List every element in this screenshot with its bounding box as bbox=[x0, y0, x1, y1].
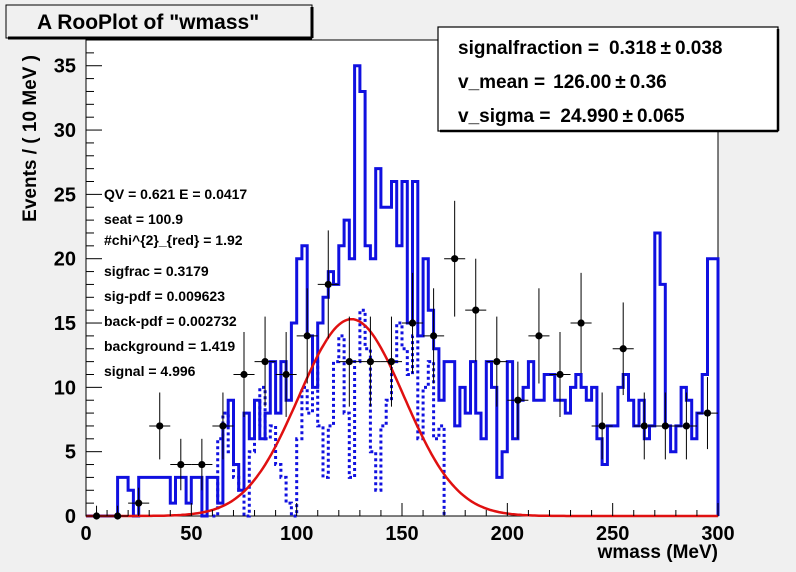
annotation-background: background = 1.419 bbox=[104, 338, 235, 354]
data-point bbox=[317, 230, 339, 339]
x-tick-label: 300 bbox=[701, 523, 734, 545]
annotation-sig-pdf: sig-pdf = 0.009623 bbox=[104, 288, 225, 304]
data-point bbox=[107, 505, 129, 520]
y-axis-title: Events / ( 10 MeV ) bbox=[20, 55, 41, 222]
y-tick-label: 25 bbox=[54, 184, 76, 206]
annotation-sigfrac: sigfrac = 0.3179 bbox=[104, 263, 209, 279]
annotation-back-pdf: back-pdf = 0.002732 bbox=[104, 313, 237, 329]
y-tick-label: 35 bbox=[54, 56, 76, 78]
annotation-qv: QV = 0.621 E = 0.0417 bbox=[104, 186, 247, 202]
stat-row-v-mean: v_mean = 126.00 ±0.36 bbox=[458, 72, 667, 93]
data-point bbox=[423, 288, 445, 384]
data-point bbox=[444, 200, 466, 317]
data-point bbox=[696, 377, 718, 450]
data-point bbox=[359, 316, 381, 407]
dotted-histogram-series bbox=[212, 308, 446, 518]
data-point bbox=[402, 272, 424, 374]
data-point bbox=[507, 361, 529, 439]
data-point bbox=[128, 487, 150, 516]
plot-layer bbox=[86, 64, 720, 520]
data-point bbox=[675, 392, 697, 460]
annotation-chi2: #chi^{2}_{red} = 1.92 bbox=[104, 232, 243, 248]
data-point bbox=[612, 302, 634, 396]
x-tick-label: 50 bbox=[180, 523, 202, 545]
x-tick-label: 100 bbox=[280, 523, 313, 545]
data-point bbox=[633, 392, 655, 460]
annotation-text: QV = 0.621 E = 0.0417 seat = 100.9 #chi^… bbox=[104, 186, 247, 379]
data-point bbox=[296, 288, 318, 384]
data-point bbox=[275, 332, 297, 417]
data-point bbox=[465, 258, 487, 362]
data-point bbox=[191, 438, 213, 491]
data-point bbox=[149, 392, 171, 460]
data-point bbox=[380, 316, 402, 407]
y-tick-label: 30 bbox=[54, 120, 76, 142]
data-point bbox=[338, 316, 360, 407]
axes: 0 50 100 150 200 250 300 0 5 10 15 20 25 30 35 bbox=[54, 52, 735, 545]
data-point bbox=[528, 288, 550, 384]
x-tick-label: 250 bbox=[596, 523, 629, 545]
data-point bbox=[591, 392, 613, 460]
y-tick-label: 0 bbox=[65, 506, 76, 528]
chart-title: A RooPlot of "wmass" bbox=[37, 11, 259, 34]
data-point bbox=[254, 316, 276, 407]
data-point bbox=[233, 332, 255, 417]
data-point bbox=[170, 438, 192, 491]
data-point bbox=[486, 316, 508, 407]
x-axis-title: wmass (MeV) bbox=[597, 542, 718, 563]
data-point bbox=[654, 392, 676, 460]
stat-row-v-sigma: v_sigma = 24.990 ±0.065 bbox=[458, 106, 685, 127]
data-point bbox=[570, 272, 592, 374]
data-point bbox=[212, 392, 234, 460]
annotation-seat: seat = 100.9 bbox=[104, 211, 183, 227]
data-point bbox=[549, 332, 571, 417]
x-tick-label: 0 bbox=[80, 523, 91, 545]
title-box: A RooPlot of "wmass" bbox=[5, 4, 314, 40]
y-tick-label: 20 bbox=[54, 249, 76, 271]
stat-row-signalfraction: signalfraction = 0.318 ±0.038 bbox=[458, 38, 722, 59]
y-tick-label: 10 bbox=[54, 377, 76, 399]
annotation-signal: signal = 4.996 bbox=[104, 363, 196, 379]
y-tick-label: 15 bbox=[54, 313, 76, 335]
x-tick-label: 200 bbox=[491, 523, 524, 545]
x-tick-label: 150 bbox=[385, 523, 418, 545]
y-tick-label: 5 bbox=[65, 442, 76, 464]
stats-box: signalfraction = 0.318 ±0.038 v_mean = 126.… bbox=[437, 26, 780, 133]
